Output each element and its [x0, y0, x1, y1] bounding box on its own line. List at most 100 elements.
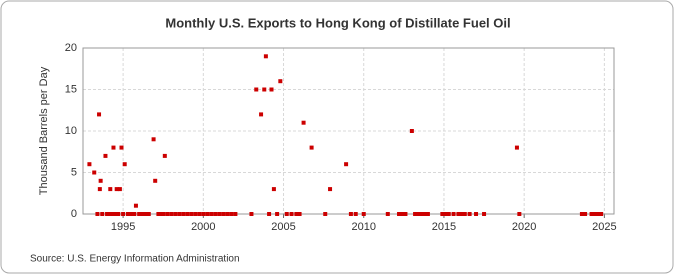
- point: [579, 212, 584, 216]
- point: [289, 212, 294, 216]
- point: [161, 212, 166, 216]
- point: [249, 212, 254, 216]
- point: [146, 212, 151, 216]
- point: [108, 187, 113, 192]
- point: [122, 162, 127, 167]
- y-tick-label: 0: [71, 208, 77, 220]
- point: [309, 145, 314, 150]
- point: [98, 178, 103, 183]
- point: [111, 145, 116, 150]
- point: [595, 212, 600, 216]
- y-axis-label: Thousand Barrels per Day: [38, 66, 50, 195]
- x-tick-label: 2015: [432, 221, 456, 233]
- point: [278, 79, 283, 84]
- point: [323, 212, 328, 216]
- point: [169, 212, 174, 216]
- point: [353, 212, 358, 216]
- point: [137, 212, 142, 216]
- point: [467, 212, 472, 216]
- point: [328, 187, 333, 192]
- plot-frame: [82, 47, 615, 215]
- point: [125, 212, 130, 216]
- point: [97, 112, 102, 117]
- point: [114, 187, 119, 192]
- point: [419, 212, 424, 216]
- point: [589, 212, 594, 216]
- point: [209, 212, 214, 216]
- point: [97, 187, 102, 192]
- point: [177, 212, 182, 216]
- point: [403, 212, 408, 216]
- point: [446, 212, 451, 216]
- point: [165, 212, 170, 216]
- source-note: Source: U.S. Energy Information Administ…: [30, 254, 240, 265]
- point: [217, 212, 222, 216]
- point: [254, 87, 259, 92]
- point: [451, 212, 456, 216]
- x-tick-label: 2005: [271, 221, 295, 233]
- point: [151, 137, 156, 142]
- point: [201, 212, 206, 216]
- point: [348, 212, 353, 216]
- point: [262, 87, 267, 92]
- y-tick-label: 10: [65, 125, 77, 137]
- point: [267, 212, 272, 216]
- point: [413, 212, 418, 216]
- point: [233, 212, 238, 216]
- point: [103, 153, 108, 158]
- point: [197, 212, 202, 216]
- point: [474, 212, 479, 216]
- point: [592, 212, 597, 216]
- point: [143, 212, 148, 216]
- point: [133, 203, 138, 208]
- point: [599, 212, 604, 216]
- point: [225, 212, 230, 216]
- point: [301, 120, 306, 125]
- point: [156, 212, 161, 216]
- x-tick-label: 2010: [351, 221, 375, 233]
- point: [344, 162, 349, 167]
- point: [106, 212, 111, 216]
- x-tick-label: 2000: [191, 221, 215, 233]
- y-tick-label: 20: [65, 42, 77, 54]
- point: [116, 212, 121, 216]
- point: [129, 212, 134, 216]
- point: [92, 170, 97, 175]
- point: [361, 212, 366, 216]
- point: [189, 212, 194, 216]
- point: [95, 212, 100, 216]
- point: [425, 212, 430, 216]
- point: [181, 212, 186, 216]
- point: [140, 212, 145, 216]
- x-tick-label: 1995: [111, 221, 135, 233]
- point: [440, 212, 445, 216]
- point: [583, 212, 588, 216]
- point: [462, 212, 467, 216]
- point: [269, 87, 274, 92]
- point: [229, 212, 234, 216]
- point: [132, 212, 137, 216]
- point: [119, 145, 124, 150]
- chart-title: Monthly U.S. Exports to Hong Kong of Dis…: [165, 15, 510, 30]
- point: [113, 212, 118, 216]
- point: [275, 212, 280, 216]
- point: [173, 212, 178, 216]
- point: [121, 212, 126, 216]
- point: [297, 212, 302, 216]
- point: [385, 212, 390, 216]
- point: [162, 153, 167, 158]
- x-tick-label: 2020: [512, 221, 536, 233]
- y-tick-label: 5: [71, 166, 77, 178]
- point: [459, 212, 464, 216]
- point: [205, 212, 210, 216]
- point: [284, 212, 289, 216]
- point: [109, 212, 114, 216]
- point: [443, 212, 448, 216]
- point: [409, 129, 414, 133]
- x-tick-label: 2025: [592, 221, 616, 233]
- point: [259, 112, 264, 117]
- y-tick-label: 15: [65, 83, 77, 95]
- point: [221, 212, 226, 216]
